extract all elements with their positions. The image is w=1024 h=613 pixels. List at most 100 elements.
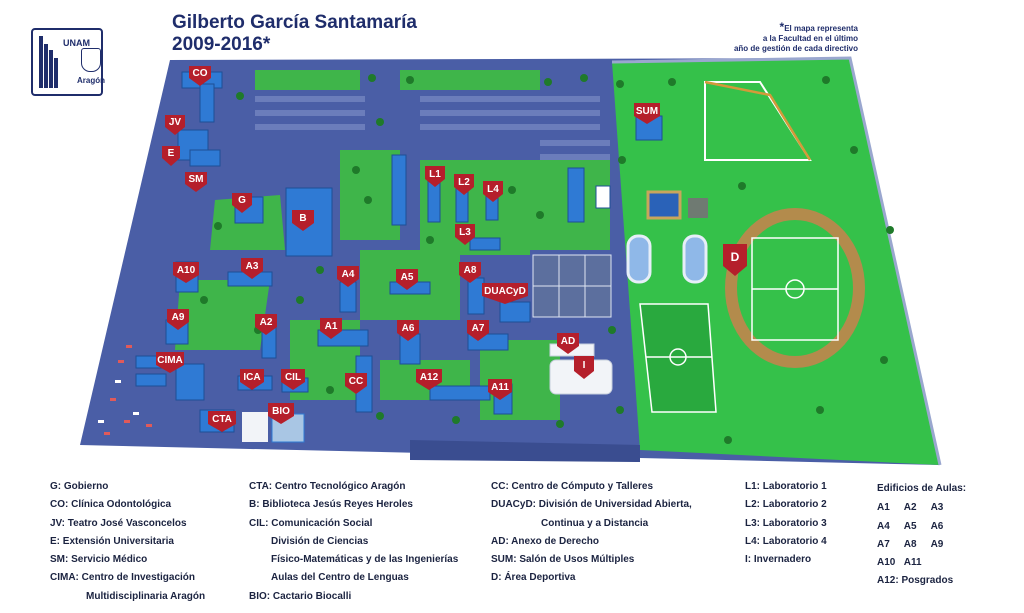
legend-column-4: L1: Laboratorio 1 L2: Laboratorio 2 L3: … — [745, 478, 827, 569]
pin-a7[interactable]: A7 — [467, 320, 489, 341]
legend-a8: A8 — [903, 538, 917, 550]
pin-a5[interactable]: A5 — [396, 269, 418, 290]
pin-e[interactable]: E — [162, 146, 180, 166]
legend-item-cil-2: División de Ciencias — [271, 535, 369, 547]
parked-cars-white — [98, 380, 139, 423]
svg-text:A10: A10 — [177, 265, 196, 276]
svg-text:L3: L3 — [459, 227, 471, 238]
legend-column-classrooms: Edificios de Aulas: A1 A2 A3 A4 A5 A6 A7… — [877, 480, 966, 591]
pin-co[interactable]: CO — [189, 66, 211, 86]
pin-cc[interactable]: CC — [345, 373, 367, 394]
svg-text:A9: A9 — [172, 312, 185, 323]
pin-a2[interactable]: A2 — [255, 314, 277, 335]
legend-a9: A9 — [930, 538, 944, 550]
svg-text:A8: A8 — [464, 265, 477, 276]
legend-a4: A4 — [877, 520, 890, 532]
pin-a11[interactable]: A11 — [488, 379, 512, 400]
parked-cars — [104, 345, 152, 435]
pin-a3[interactable]: A3 — [241, 258, 263, 279]
svg-text:A6: A6 — [402, 323, 415, 334]
pin-a10[interactable]: A10 — [173, 262, 199, 283]
svg-text:A11: A11 — [491, 382, 509, 393]
svg-text:SM: SM — [189, 174, 204, 185]
legend-item-cima: CIMA: Centro de Investigación — [50, 572, 196, 584]
legend-item-l2: L2: Laboratorio 2 — [745, 499, 827, 511]
pin-cta[interactable]: CTA — [208, 411, 236, 432]
legend-a11: A11 — [903, 557, 922, 569]
pin-a8[interactable]: A8 — [459, 262, 481, 283]
pin-ica[interactable]: ICA — [240, 369, 264, 390]
soccer-field — [639, 303, 717, 413]
note-line-2: a la Facultad en el último — [762, 34, 858, 43]
svg-text:A3: A3 — [246, 261, 259, 272]
pin-jv[interactable]: JV — [165, 115, 185, 135]
svg-text:G: G — [238, 195, 246, 206]
svg-text:A7: A7 — [472, 323, 485, 334]
pin-i[interactable]: I — [574, 356, 594, 379]
baseball-foul-line — [704, 80, 812, 161]
pin-b[interactable]: B — [292, 210, 314, 231]
note-star: * — [779, 20, 785, 34]
legend-classrooms-row-2: A4 A5 A6 — [877, 518, 966, 536]
legend-column-1: G: Gobierno CO: Clínica Odontológica JV:… — [50, 478, 205, 606]
green-areas — [175, 70, 610, 420]
pin-a4[interactable]: A4 — [337, 266, 359, 287]
page-title: Gilberto García Santamaría 2009-2016* — [172, 12, 417, 56]
pin-l3[interactable]: L3 — [455, 224, 475, 245]
pin-bio[interactable]: BIO — [268, 403, 294, 424]
pin-cil[interactable]: CIL — [281, 369, 305, 390]
fence — [611, 56, 942, 466]
legend-item-ad: AD: Anexo de Derecho — [491, 535, 599, 547]
title-period: 2009-2016* — [172, 34, 271, 55]
pin-sum[interactable]: SUM — [634, 103, 660, 124]
logo-aragon-text: Aragón — [77, 76, 105, 85]
title-name: Gilberto García Santamaría — [172, 12, 417, 33]
pin-a12[interactable]: A12 — [416, 369, 442, 390]
track-infield — [737, 220, 853, 356]
legend-item-sum: SUM: Salón de Usos Múltiples — [491, 554, 635, 566]
legend-item-d: D: Área Deportiva — [491, 572, 576, 584]
sports-annex — [688, 198, 708, 218]
pin-a9[interactable]: A9 — [167, 309, 189, 330]
svg-text:E: E — [168, 148, 175, 159]
legend-item-sm: SM: Servicio Médico — [50, 554, 148, 566]
svg-text:CTA: CTA — [212, 414, 232, 425]
south-road — [410, 440, 640, 462]
pin-ad[interactable]: AD — [557, 333, 579, 354]
pin-cima[interactable]: CIMA — [156, 352, 184, 373]
svg-text:SUM: SUM — [636, 106, 658, 117]
pin-g[interactable]: G — [232, 193, 252, 213]
pin-duacyd[interactable]: DUACyD — [482, 283, 528, 304]
legend-column-2: CTA: Centro Tecnológico Aragón B: Biblio… — [249, 478, 458, 606]
pin-sm[interactable]: SM — [185, 172, 207, 192]
legend-item-cima-cont: Multidisciplinaria Aragón — [86, 590, 206, 602]
legend-classrooms-row-3: A7 A8 A9 — [877, 536, 966, 554]
svg-text:L4: L4 — [487, 184, 499, 195]
legend-item-cil-3: Físico-Matemáticas y de las Ingenierías — [271, 554, 459, 566]
legend-item-cil-4: Aulas del Centro de Lenguas — [271, 572, 409, 584]
legend-item-co: CO: Clínica Odontológica — [50, 499, 172, 511]
legend-item-duacyd: DUACyD: División de Universidad Abierta, — [491, 499, 692, 511]
svg-text:CO: CO — [193, 68, 208, 79]
parking-rows — [255, 96, 610, 160]
pin-l1[interactable]: L1 — [425, 166, 445, 187]
legend-classrooms-row-1: A1 A2 A3 — [877, 499, 966, 517]
svg-text:A5: A5 — [401, 272, 414, 283]
pin-a6[interactable]: A6 — [397, 320, 419, 341]
legend-item-e: E: Extensión Universitaria — [50, 535, 174, 547]
unam-logo: UNAM Aragón — [31, 28, 105, 96]
pin-a1[interactable]: A1 — [320, 318, 342, 339]
legend-a2: A2 — [903, 502, 917, 514]
svg-text:A2: A2 — [260, 317, 273, 328]
pin-l2[interactable]: L2 — [454, 174, 474, 195]
legend-a3: A3 — [930, 502, 944, 514]
note-line-1: El mapa representa — [784, 24, 858, 33]
svg-text:A12: A12 — [420, 372, 439, 383]
legend-item-i: I: Invernadero — [745, 554, 812, 566]
unam-seal-icon — [81, 48, 101, 72]
pin-d[interactable]: D — [723, 244, 747, 276]
legend-a1: A1 — [877, 502, 890, 514]
pin-l4[interactable]: L4 — [483, 181, 503, 202]
pool-2 — [682, 234, 708, 284]
legend-item-duacyd-cont: Continua y a Distancia — [541, 517, 649, 529]
